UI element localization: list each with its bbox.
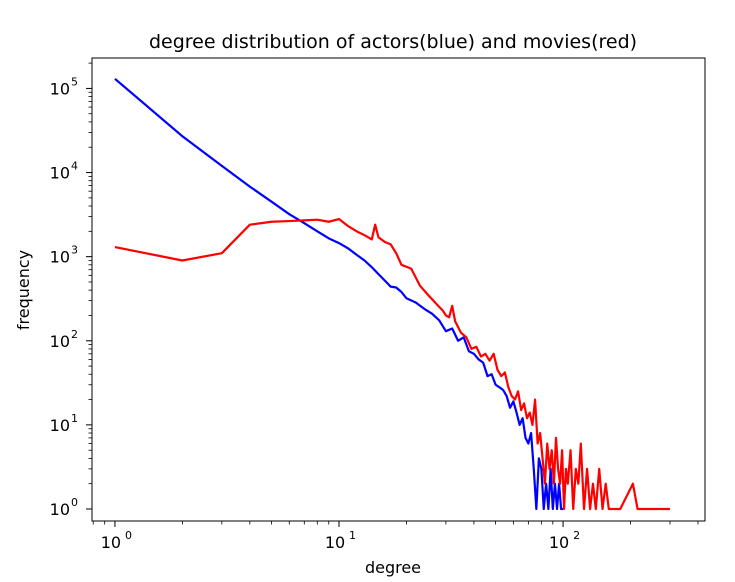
x-tick-label: 10 [101, 533, 121, 552]
y-tick-label: 10 [50, 164, 70, 183]
y-tick-label-exponent: 2 [71, 328, 78, 341]
y-tick-label: 10 [50, 500, 70, 519]
x-tick-label-exponent: 0 [125, 529, 132, 542]
x-tick-label: 10 [325, 533, 345, 552]
y-tick-label-exponent: 4 [71, 160, 78, 173]
y-tick-label-exponent: 0 [71, 496, 78, 509]
y-tick-label: 10 [50, 332, 70, 351]
series-1 [114, 78, 564, 511]
y-axis-label: frequency [14, 250, 33, 330]
series-2 [114, 217, 670, 511]
x-axis-ticks: 10 0 10 1 10 2 [92, 521, 699, 552]
y-tick-label-exponent: 3 [71, 244, 78, 257]
x-tick-label: 10 [549, 533, 569, 552]
y-tick-label-exponent: 1 [71, 412, 78, 425]
chart-title: degree distribution of actors(blue) and … [149, 31, 637, 53]
x-axis-label: degree [365, 558, 421, 577]
x-tick-label-exponent: 2 [573, 529, 580, 542]
y-tick-label: 10 [50, 79, 70, 98]
series-layer [114, 78, 670, 511]
y-tick-label: 10 [50, 248, 70, 267]
y-tick-label: 10 [50, 416, 70, 435]
series-1-line [114, 78, 564, 511]
x-tick-label-exponent: 1 [349, 529, 356, 542]
series-2-line [114, 217, 670, 511]
y-tick-label-exponent: 5 [71, 75, 78, 88]
plot-frame [91, 57, 706, 522]
